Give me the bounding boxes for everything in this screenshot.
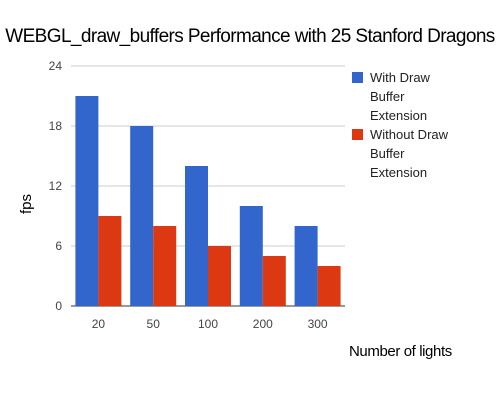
legend-label-series-2: Buffer (370, 146, 405, 161)
x-axis-ticks: 20 50 100 200 300 (92, 317, 328, 331)
legend-swatch-series-1 (352, 72, 363, 83)
bar-series-2-50 (153, 226, 177, 306)
y-tick-label: 18 (49, 119, 63, 133)
bar-series-2-100 (208, 246, 231, 306)
legend-label-series-1: Buffer (370, 89, 405, 104)
bar-series-1-300 (294, 226, 318, 306)
x-axis-label: Number of lights (349, 343, 452, 360)
legend: With Draw Buffer Extension Without Draw Buff… (352, 70, 449, 180)
bar-series-1-50 (130, 126, 154, 306)
y-tick-label: 0 (55, 299, 62, 313)
x-tick-label: 300 (308, 317, 328, 331)
legend-label-series-1: With Draw (370, 70, 431, 85)
y-axis-label: fps (18, 194, 35, 214)
bar-series-1-100 (185, 166, 208, 306)
bars (75, 96, 341, 306)
legend-swatch-series-2 (352, 129, 363, 140)
x-tick-label: 200 (253, 317, 273, 331)
y-tick-label: 12 (49, 179, 63, 193)
chart-title: WEBGL_draw_buffers Performance with 25 S… (5, 26, 495, 47)
bar-series-2-300 (317, 266, 341, 306)
y-axis-ticks: 0 6 12 18 24 (49, 59, 63, 313)
x-tick-label: 20 (92, 317, 106, 331)
x-tick-label: 100 (198, 317, 218, 331)
bar-series-1-20 (75, 96, 99, 306)
legend-label-series-2: Extension (370, 165, 427, 180)
x-tick-label: 50 (147, 317, 161, 331)
legend-label-series-2: Without Draw (370, 127, 449, 142)
y-tick-label: 6 (55, 239, 62, 253)
bar-series-2-200 (262, 256, 286, 306)
legend-label-series-1: Extension (370, 108, 427, 123)
bar-series-1-200 (239, 206, 263, 306)
y-tick-label: 24 (49, 59, 63, 73)
bar-series-2-20 (98, 216, 122, 306)
